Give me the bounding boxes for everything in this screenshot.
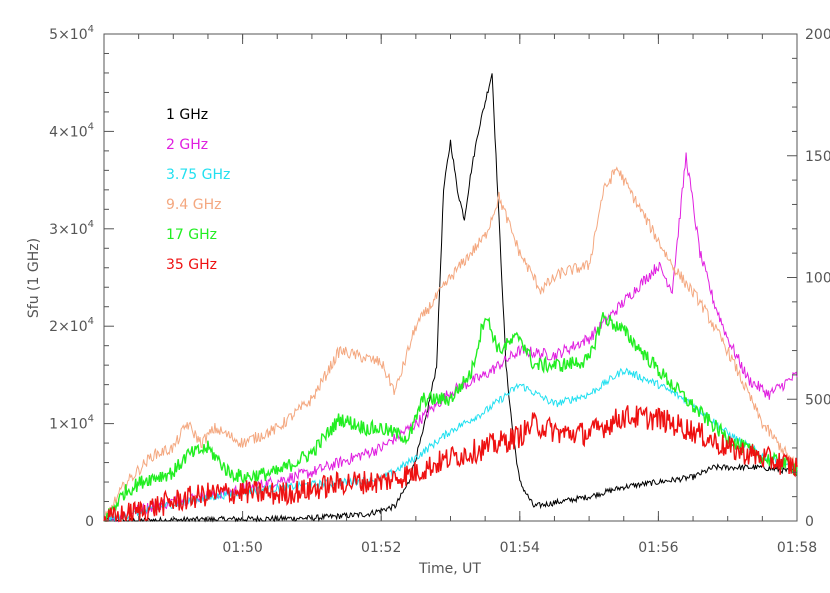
legend-entry: 1 GHz (166, 107, 208, 123)
y-tick-label: 4×104 (49, 121, 94, 140)
y-tick-label-base: 3×10 (49, 222, 87, 238)
y-tick-label-exponent: 4 (88, 414, 94, 425)
series-9-4-ghz-line (103, 166, 798, 521)
y-tick-label-base: 1×10 (49, 417, 87, 433)
y-tick-label-base: 2×10 (49, 319, 87, 335)
series-17-ghz-line (103, 312, 798, 522)
x-tick-label: 01:52 (361, 540, 401, 556)
y-tick-label-base: 5×10 (49, 27, 87, 43)
series-3-75-ghz-line (103, 367, 798, 523)
y-tick-label-exponent: 4 (88, 219, 94, 230)
legend-entry: 9.4 GHz (166, 197, 221, 213)
legend-entry: 3.75 GHz (166, 167, 230, 183)
legend-entry: 2 GHz (166, 137, 208, 153)
y-tick-label-base: 4×10 (49, 124, 87, 140)
y2-tick-label: 1000 (805, 271, 830, 287)
x-tick-label: 01:58 (777, 540, 817, 556)
series-35-ghz-line (103, 405, 798, 522)
y-tick-label-exponent: 4 (88, 24, 94, 35)
series-1-ghz-line (103, 73, 798, 523)
y2-tick-label: 1500 (805, 149, 830, 165)
y-tick-label-exponent: 4 (88, 121, 94, 132)
y-axis-title: Sfu (1 GHz) (26, 238, 42, 318)
y2-tick-label: 500 (805, 392, 830, 408)
series-layer (103, 73, 798, 523)
legend-entry: 17 GHz (166, 227, 217, 243)
y-tick-label: 1×104 (49, 414, 94, 433)
ticks-layer: 01:50 01:52 01:54 01:56 01:5801×1042×1043×10… (49, 24, 830, 556)
y-tick-label: 0 (85, 514, 94, 530)
y2-tick-label: 2000 (805, 27, 830, 43)
y-tick-label: 2×104 (49, 316, 94, 335)
legend-entry: 35 GHz (166, 257, 217, 273)
x-tick-label: 01:54 (500, 540, 540, 556)
x-axis-title: Time, UT (418, 561, 481, 577)
x-tick-label: 01:50 (222, 540, 262, 556)
y-tick-label: 3×104 (49, 219, 94, 238)
y-tick-label-exponent: 4 (88, 316, 94, 327)
y-tick-label: 5×104 (49, 24, 94, 43)
x-tick-label: 01:56 (638, 540, 678, 556)
y2-tick-label: 0 (805, 514, 814, 530)
legend: 1 GHz 2 GHz 3.75 GHz 9.4 GHz 17 GHz 35 GHz (166, 107, 230, 273)
y-tick-label-base: 0 (85, 514, 94, 530)
